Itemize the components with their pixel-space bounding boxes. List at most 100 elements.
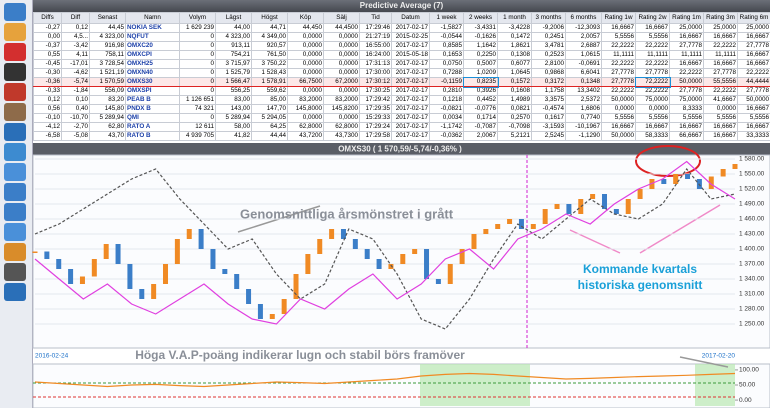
table-cell: 58,00 bbox=[215, 122, 252, 132]
y-tick-label: 100.00 bbox=[739, 367, 759, 374]
column-header: Sälj bbox=[323, 12, 360, 24]
table-row[interactable]: -0,30 -4,62 1 521,19 OMXN40 0 1 525,79 1 528,4… bbox=[33, 68, 770, 78]
price-bar bbox=[269, 314, 275, 319]
date-label: 2017-02-20 bbox=[702, 353, 736, 360]
table-cell: 16,6667 bbox=[669, 32, 704, 42]
table-row[interactable]: 0,55 4,11 758,11 OMXCPI 0 754,21 761,50 0,0000 0… bbox=[33, 50, 770, 60]
table-cell: 0,12 bbox=[61, 23, 90, 33]
tool-icon[interactable] bbox=[4, 263, 26, 281]
table-cell: 1,0615 bbox=[565, 50, 602, 60]
table-cell: 16,6667 bbox=[669, 122, 704, 132]
tool-icon[interactable] bbox=[4, 163, 26, 181]
table-cell: 17:29:35 bbox=[359, 104, 392, 114]
tool-icon[interactable] bbox=[4, 183, 26, 201]
table-cell: 25,0000 bbox=[669, 23, 704, 33]
table-cell: 58,3333 bbox=[635, 131, 670, 141]
price-bar bbox=[32, 251, 38, 253]
table-cell: -0,45 bbox=[33, 59, 62, 69]
toolbar bbox=[0, 0, 33, 408]
table-row[interactable]: -0,45 -17,01 3 728,54 OMXH25 0 3 715,97 3 750,… bbox=[33, 59, 770, 69]
table-row[interactable]: -0,36 -5,74 1 570,59 OMXS30 0 1 566,47 1 578,9… bbox=[33, 76, 770, 88]
table-cell: 16,6667 bbox=[703, 122, 738, 132]
table-row[interactable]: 0,00 4,5... 4 323,00 NQFUT 0 4 323,00 4 349,00… bbox=[33, 32, 770, 42]
table-cell: -3,1593 bbox=[531, 122, 566, 132]
annotation: historiska genomsnitt bbox=[578, 278, 703, 292]
table-cell: 72,2222 bbox=[634, 76, 671, 88]
tool-icon[interactable] bbox=[4, 63, 26, 81]
table-cell: 16,6667 bbox=[601, 23, 636, 33]
tool-icon[interactable] bbox=[4, 83, 26, 101]
chart-title: OMXS30 ( 1 570,59/-5,74/-0,36% ) bbox=[338, 145, 462, 154]
table-cell: 0 bbox=[179, 86, 216, 96]
tool-icon[interactable] bbox=[4, 123, 26, 141]
table-row[interactable]: 0,56 0,40 145,80 PNDX B 74 321 143,00 147,70 14… bbox=[33, 104, 770, 114]
table-row[interactable]: -0,37 -3,42 916,98 OMXC20 0 913,11 920,57 0,000… bbox=[33, 41, 770, 51]
table-cell: 0,0000 bbox=[323, 41, 360, 51]
table-cell: -4,12 bbox=[33, 122, 62, 132]
price-bar bbox=[518, 219, 524, 229]
price-bar bbox=[127, 264, 133, 289]
column-header: 2 weeks bbox=[463, 12, 498, 24]
table-cell: PNDX B bbox=[125, 104, 180, 114]
table-cell: -0,1159 bbox=[429, 77, 464, 87]
table-row[interactable]: -0,10 -10,70 5 289,94 QMI 0 5 289,94 5 294,05 0… bbox=[33, 113, 770, 123]
table-cell: 17:29:46 bbox=[359, 23, 392, 33]
table-cell: 5 289,94 bbox=[89, 113, 126, 123]
tool-icon[interactable] bbox=[4, 203, 26, 221]
series-line bbox=[34, 160, 736, 325]
table-cell: 0,7740 bbox=[565, 113, 602, 123]
table-row[interactable]: -0,27 0,12 44,45 NOKIA SEK 1 629 239 44,00 44,… bbox=[33, 23, 770, 33]
table-cell: 559,62 bbox=[251, 86, 288, 96]
table-cell: 83,2000 bbox=[323, 95, 360, 105]
table-cell: -0,0821 bbox=[429, 104, 464, 114]
table-cell: -1,84 bbox=[61, 86, 90, 96]
table-cell: 0,1714 bbox=[463, 113, 498, 123]
table-cell: 41,82 bbox=[215, 131, 252, 141]
table-cell: 5,5556 bbox=[737, 113, 770, 123]
table-cell: 75,0000 bbox=[635, 95, 670, 105]
table-cell: 0,0000 bbox=[323, 59, 360, 69]
tool-icon[interactable] bbox=[4, 243, 26, 261]
table-row[interactable]: -4,12 -2,70 62,80 RATO A 12 611 58,00 64,25 62,… bbox=[33, 122, 770, 132]
table-cell: 74 321 bbox=[179, 104, 216, 114]
table-cell: 0,55 bbox=[33, 50, 62, 60]
table-cell: 556,09 bbox=[89, 86, 126, 96]
table-cell: 2015-02-25 bbox=[391, 32, 430, 42]
column-header: 6 months bbox=[565, 12, 602, 24]
table-cell: 83,00 bbox=[215, 95, 252, 105]
table-cell: 16,6667 bbox=[737, 122, 770, 132]
table-cell: 66,7500 bbox=[287, 77, 324, 87]
table-cell: 22,2222 bbox=[601, 86, 636, 96]
table-cell: 16,6667 bbox=[703, 131, 738, 141]
table-cell: 0 bbox=[179, 77, 216, 87]
table-row[interactable]: -0,33 -1,84 556,09 OMXSPI 0 556,25 559,62 0,000… bbox=[33, 86, 770, 96]
table-cell: 1 629 239 bbox=[179, 23, 216, 33]
y-tick-label: 1 520.00 bbox=[739, 186, 765, 193]
table-cell: 16,6667 bbox=[703, 59, 738, 69]
table-cell: 22,2222 bbox=[601, 59, 636, 69]
table-cell: 0,4452 bbox=[463, 95, 498, 105]
table-cell: 2,5245 bbox=[531, 131, 566, 141]
table-cell: -1,1742 bbox=[429, 122, 464, 132]
price-bar bbox=[163, 264, 169, 284]
y-tick-label: 1 580.00 bbox=[739, 156, 765, 163]
table-cell: 5 294,05 bbox=[251, 113, 288, 123]
table-cell: 17:29:58 bbox=[359, 131, 392, 141]
table-cell: 0,10 bbox=[61, 95, 90, 105]
tool-icon[interactable] bbox=[4, 283, 26, 301]
tool-icon[interactable] bbox=[4, 43, 26, 61]
table-cell: -3,4331 bbox=[463, 23, 498, 33]
table-cell: 4,11 bbox=[61, 50, 90, 60]
tool-icon[interactable] bbox=[4, 103, 26, 121]
table-cell: 67,2000 bbox=[323, 77, 360, 87]
tool-icon[interactable] bbox=[4, 143, 26, 161]
column-header: Volym bbox=[179, 12, 216, 24]
column-header: Köp bbox=[287, 12, 324, 24]
tool-icon[interactable] bbox=[4, 3, 26, 21]
table-cell: 920,57 bbox=[251, 41, 288, 51]
tool-icon[interactable] bbox=[4, 23, 26, 41]
tool-icon[interactable] bbox=[4, 223, 26, 241]
table-cell: -9,2006 bbox=[531, 23, 566, 33]
